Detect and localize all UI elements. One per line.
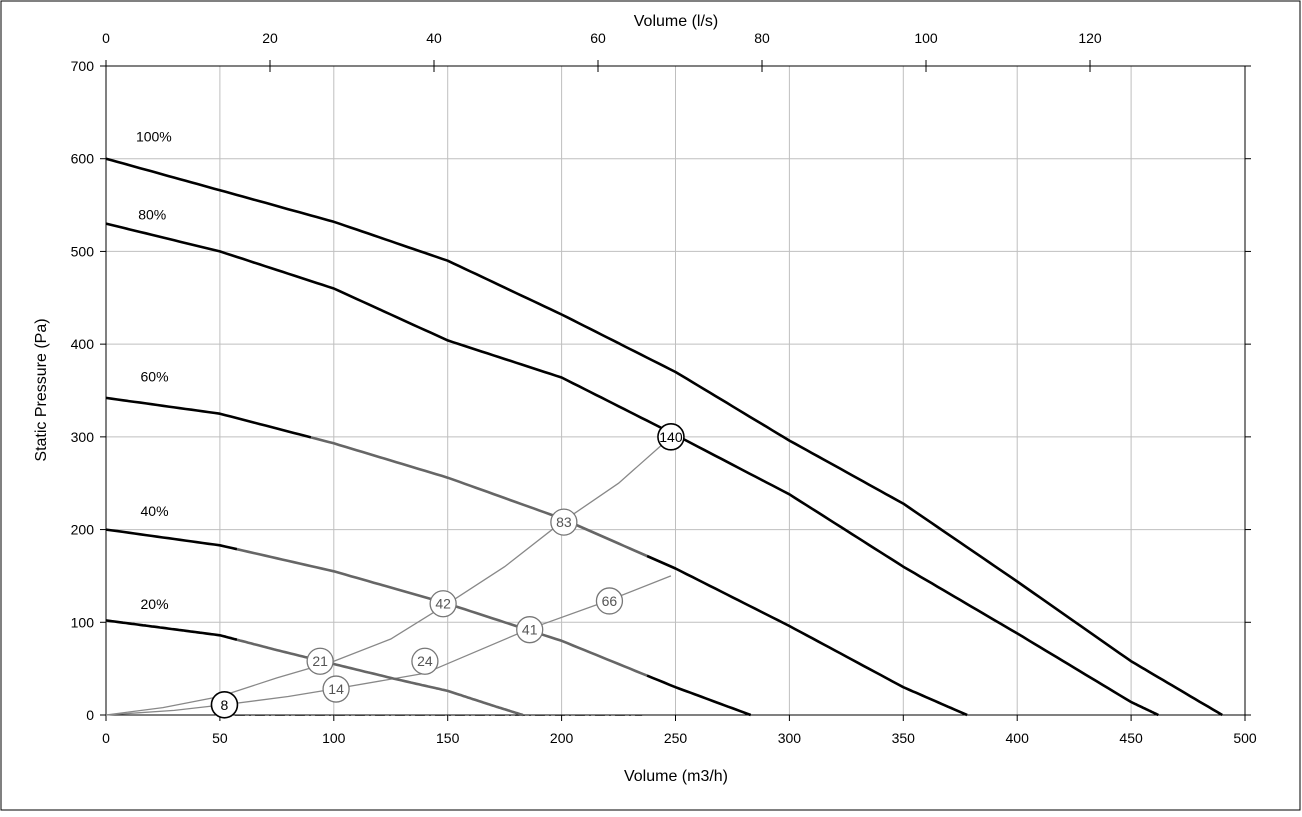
- x2-tick-label: 80: [754, 30, 770, 46]
- series-label: 40%: [141, 503, 169, 519]
- fan-curve: [105, 528, 238, 551]
- fan-curve: [646, 554, 968, 717]
- marker-label: 83: [556, 514, 572, 530]
- y-tick-label: 300: [71, 429, 95, 445]
- x-tick-label: 300: [778, 730, 802, 746]
- fan-curve: [310, 436, 648, 558]
- x-tick-label: 450: [1119, 730, 1143, 746]
- sound-level-marker: 21: [306, 647, 334, 675]
- sound-level-marker: 140: [657, 423, 685, 451]
- x2-tick-label: 0: [102, 30, 110, 46]
- marker-circle: [429, 590, 457, 618]
- x-tick-label: 0: [102, 730, 110, 746]
- x-tick-label: 150: [436, 730, 460, 746]
- x-tick-label: 350: [892, 730, 916, 746]
- marker-circle: [322, 675, 350, 703]
- marker-circle: [516, 616, 544, 644]
- y-tick-label: 600: [71, 151, 95, 167]
- x-tick-label: 50: [212, 730, 228, 746]
- marker-circle: [595, 587, 624, 615]
- series-label: 60%: [141, 369, 169, 385]
- y-axis-title: Static Pressure (Pa): [33, 318, 50, 461]
- series-label: 20%: [141, 596, 169, 612]
- x-tick-label: 200: [550, 730, 574, 746]
- y-tick-label: 0: [86, 707, 94, 723]
- system-curve: [105, 436, 672, 716]
- x2-tick-label: 100: [914, 30, 938, 46]
- plot-border: [105, 65, 1246, 716]
- x2-tick-label: 60: [590, 30, 606, 46]
- x-tick-label: 500: [1233, 730, 1257, 746]
- x-tick-label: 250: [664, 730, 688, 746]
- y-tick-label: 100: [71, 614, 95, 630]
- sound-level-marker: 42: [429, 590, 457, 618]
- sound-level-marker: 66: [595, 587, 624, 615]
- fan-curve: [105, 396, 312, 439]
- x-tick-label: 400: [1006, 730, 1030, 746]
- marker-label: 41: [522, 622, 538, 638]
- marker-label: 66: [602, 593, 618, 609]
- sound-level-marker: 41: [516, 616, 544, 644]
- fan-curve: [105, 157, 1223, 717]
- x2-axis-title: Volume (l/s): [634, 13, 718, 30]
- marker-label: 21: [312, 653, 328, 669]
- fan-curve: [646, 674, 752, 717]
- y-tick-label: 500: [71, 243, 95, 259]
- fan-curve: [105, 619, 238, 641]
- sound-level-marker: 24: [411, 647, 439, 675]
- sound-level-marker: 83: [550, 508, 578, 536]
- marker-circle: [306, 647, 334, 675]
- x-axis-title: Volume (m3/h): [624, 768, 728, 785]
- series-label: 100%: [136, 129, 172, 145]
- x2-tick-label: 120: [1078, 30, 1102, 46]
- sound-level-marker: 8: [210, 691, 239, 719]
- marker-circle: [210, 691, 239, 719]
- marker-label: 24: [417, 653, 433, 669]
- marker-label: 14: [328, 681, 344, 697]
- y-tick-label: 400: [71, 336, 95, 352]
- x2-tick-label: 20: [262, 30, 278, 46]
- marker-label: 140: [659, 429, 683, 445]
- x2-tick-label: 40: [426, 30, 442, 46]
- marker-circle: [411, 647, 439, 675]
- fan-curve: [236, 638, 524, 717]
- marker-circle: [550, 508, 578, 536]
- y-tick-label: 200: [71, 522, 95, 538]
- sound-level-marker: 14: [322, 675, 350, 703]
- series-label: 80%: [138, 206, 166, 222]
- y-tick-label: 700: [71, 58, 95, 74]
- x-tick-label: 100: [322, 730, 346, 746]
- marker-circle: [657, 423, 685, 451]
- marker-label: 8: [221, 697, 229, 713]
- marker-label: 42: [435, 596, 451, 612]
